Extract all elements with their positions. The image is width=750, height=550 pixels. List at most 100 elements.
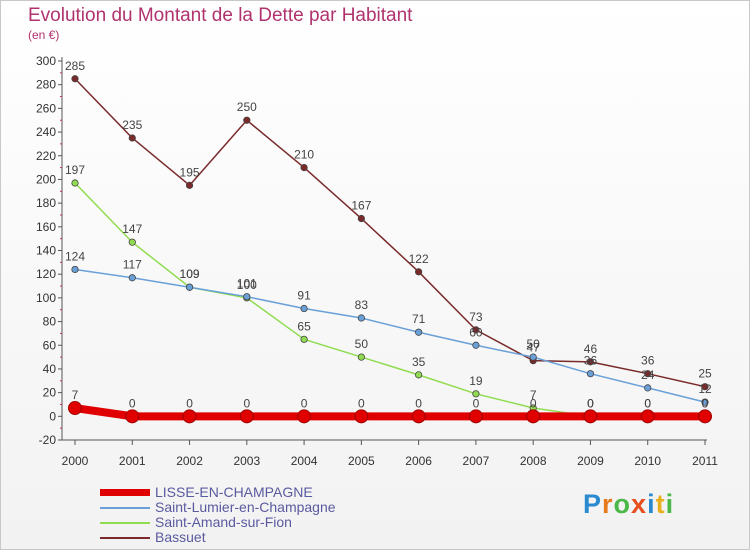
data-label-3: 73 <box>469 310 483 324</box>
y-tick-label: 180 <box>36 196 56 210</box>
data-label-1: 36 <box>584 354 598 368</box>
series-point-0 <box>68 401 82 416</box>
series-point-1 <box>529 353 537 361</box>
data-label-2: 0 <box>702 396 709 410</box>
x-tick-label: 2004 <box>291 454 318 468</box>
series-line-0 <box>74 404 705 421</box>
data-label-0: 0 <box>301 396 308 410</box>
legend-swatch-lisse <box>100 489 150 496</box>
x-tick-label: 2001 <box>119 454 146 468</box>
series-point-1 <box>586 370 595 378</box>
data-label-2: 0 <box>644 396 651 410</box>
y-tick-label: 240 <box>36 125 56 139</box>
data-label-1: 24 <box>641 368 655 382</box>
logo-letter: i <box>647 489 656 519</box>
y-tick-label: 220 <box>36 149 56 163</box>
x-tick-label: 2002 <box>176 454 203 468</box>
chart-subtitle: (en €) <box>28 28 60 42</box>
data-label-0: 0 <box>530 396 537 410</box>
data-label-3: 47 <box>527 341 541 355</box>
data-label-1: 124 <box>65 249 85 263</box>
proxiti-logo: Proxiti <box>583 489 674 520</box>
data-label-2: 50 <box>355 337 369 351</box>
y-tick-label: 100 <box>36 291 56 305</box>
logo-letter: P <box>583 489 603 519</box>
data-label-2: 197 <box>65 163 85 177</box>
data-label-1: 71 <box>412 312 426 326</box>
data-label-3: 210 <box>294 148 314 162</box>
legend-label-lisse: LISSE-EN-CHAMPAGNE <box>155 484 313 500</box>
series-point-1 <box>243 293 251 301</box>
series-point-1 <box>357 314 365 322</box>
y-tick-label: 280 <box>36 78 56 92</box>
x-tick-label: 2008 <box>520 454 547 468</box>
data-label-1: 60 <box>469 325 483 339</box>
y-tick-label: 0 <box>49 409 56 423</box>
data-label-3: 195 <box>180 165 200 179</box>
data-label-0: 0 <box>644 396 651 410</box>
series-line-2 <box>74 182 705 418</box>
series-point-3 <box>128 134 136 142</box>
series-point-0 <box>640 409 655 424</box>
series-point-3 <box>701 383 709 391</box>
data-label-3: 235 <box>122 118 142 132</box>
x-tick-label: 2007 <box>463 454 490 468</box>
x-tick-label: 2006 <box>405 454 432 468</box>
series-point-2 <box>357 353 365 361</box>
series-point-0 <box>526 409 541 424</box>
y-tick-label: 300 <box>36 54 56 68</box>
data-label-3: 46 <box>584 342 598 356</box>
series-point-3 <box>357 214 365 223</box>
y-tick-label: 60 <box>43 338 57 352</box>
data-label-2: 109 <box>180 267 200 281</box>
logo-letter: x <box>631 489 648 519</box>
data-label-2: 0 <box>587 396 594 410</box>
series-point-0 <box>297 409 312 424</box>
chart-title: Evolution du Montant de la Dette par Hab… <box>28 5 413 26</box>
data-label-0: 0 <box>243 396 250 410</box>
logo-letter: i <box>665 489 675 519</box>
data-label-1: 12 <box>698 382 712 396</box>
data-label-2: 19 <box>469 374 483 388</box>
series-point-3 <box>185 181 194 189</box>
series-point-0 <box>239 409 254 424</box>
series-point-1 <box>128 274 136 282</box>
series-point-3 <box>415 268 423 276</box>
series-point-2 <box>300 335 308 343</box>
logo-letter: o <box>613 489 632 519</box>
y-tick-label: 260 <box>36 101 56 115</box>
y-tick-label: 20 <box>43 386 57 400</box>
data-label-0: 0 <box>587 396 594 410</box>
series-point-0 <box>125 409 140 424</box>
data-label-0: 0 <box>473 396 480 410</box>
data-label-0: 0 <box>358 396 365 410</box>
series-point-3 <box>472 326 480 334</box>
series-point-0 <box>182 409 197 424</box>
y-tick-label: 120 <box>36 267 56 281</box>
legend-label-bassuet: Bassuet <box>155 529 206 545</box>
series-point-1 <box>185 283 194 291</box>
data-label-1: 50 <box>527 337 541 351</box>
series-point-0 <box>468 409 483 424</box>
data-label-2: 147 <box>122 222 142 236</box>
data-label-3: 167 <box>351 199 371 213</box>
series-line-3 <box>74 78 706 388</box>
series-point-0 <box>698 409 712 424</box>
x-tick-label: 2005 <box>348 454 375 468</box>
series-point-2 <box>472 390 480 398</box>
data-label-0: 0 <box>129 396 136 410</box>
data-label-2: 35 <box>412 355 426 369</box>
logo-letter: r <box>602 489 614 519</box>
y-tick-label: 160 <box>36 220 56 234</box>
data-label-2: 7 <box>530 388 537 402</box>
x-tick-label: 2011 <box>692 454 718 468</box>
x-tick-label: 2009 <box>577 454 604 468</box>
data-label-3: 285 <box>65 59 85 73</box>
y-tick-label: 40 <box>43 362 57 376</box>
series-point-3 <box>243 116 251 124</box>
y-tick-label: 80 <box>43 315 57 329</box>
series-point-1 <box>300 304 308 313</box>
series-point-1 <box>71 265 79 274</box>
